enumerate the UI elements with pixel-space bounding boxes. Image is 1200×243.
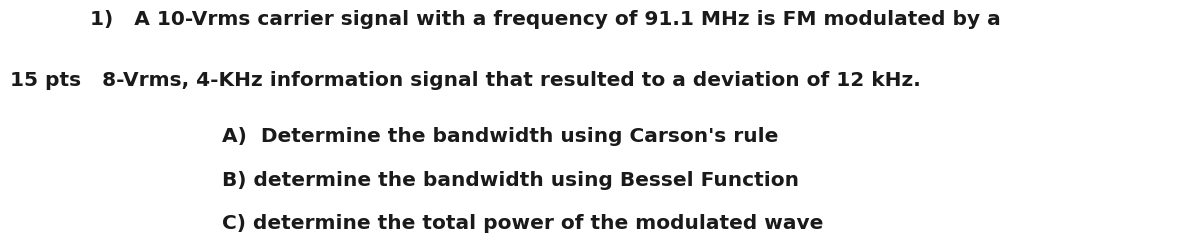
Text: C) determine the total power of the modulated wave: C) determine the total power of the modu… [222, 214, 823, 233]
Text: A)  Determine the bandwidth using Carson's rule: A) Determine the bandwidth using Carson'… [222, 127, 779, 146]
Text: B) determine the bandwidth using Bessel Function: B) determine the bandwidth using Bessel … [222, 171, 799, 190]
Text: 15 pts   8-Vrms, 4-KHz information signal that resulted to a deviation of 12 kHz: 15 pts 8-Vrms, 4-KHz information signal … [10, 71, 920, 90]
Text: 1)   A 10-Vrms carrier signal with a frequency of 91.1 MHz is FM modulated by a: 1) A 10-Vrms carrier signal with a frequ… [90, 10, 1001, 29]
